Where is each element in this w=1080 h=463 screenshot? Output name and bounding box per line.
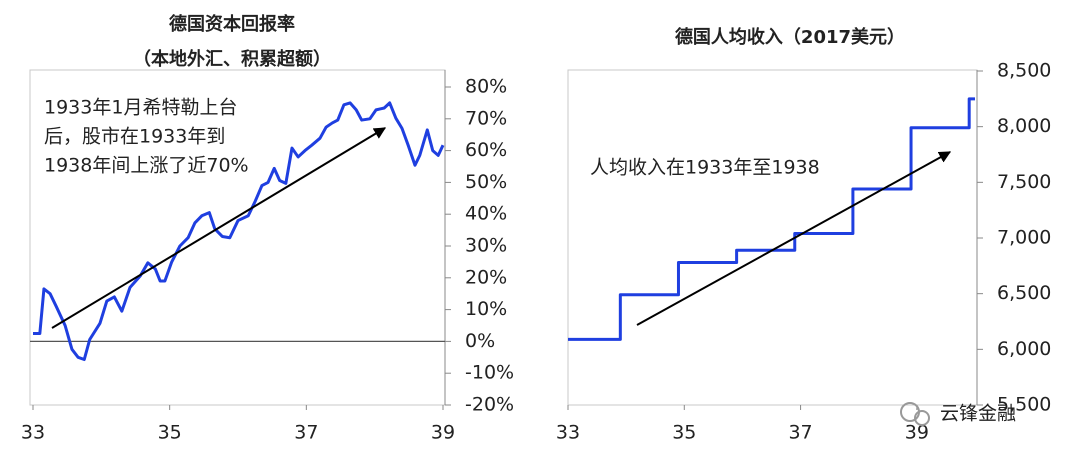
y-tick-label: 6,500 xyxy=(997,282,1051,304)
y-tick-label: 60% xyxy=(465,139,507,161)
y-tick-label: 0% xyxy=(465,330,495,352)
y-tick-label: -10% xyxy=(465,362,514,384)
x-tick-label: 35 xyxy=(672,422,696,444)
chart-title: 德国资本回报率 xyxy=(169,13,295,35)
y-tick-label: 20% xyxy=(465,266,507,288)
plot-frame xyxy=(29,69,446,406)
x-tick-label: 33 xyxy=(556,422,580,444)
x-tick-label: 39 xyxy=(431,422,455,444)
chart-subtitle: （本地外汇、积累超额） xyxy=(133,48,331,70)
y-tick-label: 50% xyxy=(465,171,507,193)
data-line xyxy=(568,97,975,341)
y-tick-label: 7,500 xyxy=(997,171,1051,193)
y-tick-label: 7,000 xyxy=(997,227,1051,249)
y-tick-label: 80% xyxy=(465,76,507,98)
trend-arrow xyxy=(636,151,952,326)
plot-frame xyxy=(567,69,978,406)
y-tick-label: 10% xyxy=(465,298,507,320)
y-tick-label: 30% xyxy=(465,235,507,257)
y-tick-label: -20% xyxy=(465,394,514,416)
watermark-icon xyxy=(900,402,920,422)
annotation: 人均收入在1933年至1938 xyxy=(590,157,820,179)
x-tick-label: 39 xyxy=(905,422,929,444)
trend-arrow xyxy=(51,127,387,329)
annotation: 1933年1月希特勒上台 xyxy=(44,97,237,119)
x-tick-label: 35 xyxy=(158,422,182,444)
x-tick-label: 37 xyxy=(788,422,812,444)
y-tick-label: 8,000 xyxy=(997,115,1051,137)
x-tick-label: 37 xyxy=(294,422,318,444)
y-tick-label: 70% xyxy=(465,107,507,129)
annotation: 1938年间上涨了近70% xyxy=(44,155,249,177)
y-tick-label: 5,500 xyxy=(997,394,1051,416)
x-tick-label: 33 xyxy=(21,422,45,444)
watermark: 云锋金融 xyxy=(940,403,1016,425)
chart-title: 德国人均收入（2017美元） xyxy=(675,26,905,48)
y-tick-label: 6,000 xyxy=(997,338,1051,360)
watermark-icon xyxy=(914,410,930,426)
y-tick-label: 40% xyxy=(465,203,507,225)
y-tick-label: 8,500 xyxy=(997,60,1051,82)
annotation: 后，股市在1933年到 xyxy=(44,126,225,148)
